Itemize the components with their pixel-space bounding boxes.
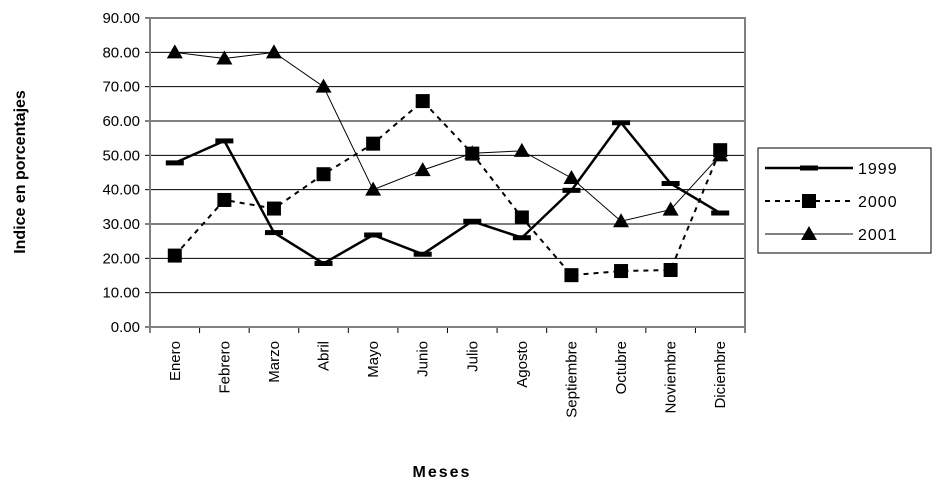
- data-point-2001: [712, 147, 729, 162]
- x-tick-label: Diciembre: [712, 341, 729, 409]
- x-tick-label: Noviembre: [663, 341, 680, 414]
- x-tick-label: Febrero: [216, 341, 233, 394]
- data-point-1999: [314, 260, 333, 266]
- data-point-1999: [215, 138, 234, 144]
- y-tick-label: 40.00: [102, 182, 140, 199]
- data-point-2000: [167, 248, 182, 263]
- series-1999: [165, 120, 730, 266]
- x-tick-label: Enero: [167, 341, 184, 381]
- data-point-1999: [264, 230, 283, 236]
- data-point-2000: [614, 264, 629, 279]
- data-point-2000: [266, 201, 281, 216]
- series-2001: [166, 44, 729, 228]
- x-tick-label: Octubre: [613, 341, 630, 394]
- legend-marker-1999: [800, 165, 818, 171]
- x-tick-label: Julio: [464, 341, 481, 372]
- data-point-2001: [315, 78, 332, 93]
- x-tick-label: Septiembre: [563, 341, 580, 418]
- data-point-1999: [413, 251, 432, 257]
- data-point-2001: [216, 50, 233, 65]
- data-point-2001: [265, 44, 282, 59]
- data-point-1999: [463, 218, 482, 224]
- data-point-2000: [663, 263, 678, 278]
- legend-marker-2000: [802, 194, 816, 208]
- legend-label-1999: 1999: [858, 161, 898, 178]
- x-tick-label: Agosto: [514, 341, 531, 388]
- data-point-1999: [364, 232, 383, 238]
- series-line-2000: [174, 99, 722, 277]
- data-point-2000: [415, 94, 430, 109]
- x-tick-label: Marzo: [266, 341, 283, 383]
- data-point-2000: [366, 136, 381, 151]
- x-tick-label: Junio: [415, 341, 432, 377]
- data-point-2001: [365, 181, 382, 196]
- y-axis-title: Indice en porcentajes: [12, 90, 29, 254]
- y-tick-label: 10.00: [102, 285, 140, 302]
- data-point-2001: [563, 169, 580, 184]
- gridlines: [150, 51, 745, 294]
- series-group: [165, 44, 730, 283]
- legend-marker-2001: [801, 226, 817, 240]
- x-axis-title: Meses: [413, 464, 472, 481]
- data-point-2001: [414, 162, 431, 177]
- x-tick-label: Abril: [316, 341, 333, 371]
- y-tick-label: 50.00: [102, 147, 140, 164]
- data-point-2000: [564, 268, 579, 283]
- y-tick-label: 60.00: [102, 113, 140, 130]
- y-tick-label: 90.00: [102, 10, 140, 27]
- x-tick-label: Mayo: [365, 341, 382, 378]
- data-point-2001: [662, 201, 679, 216]
- y-tick-label: 0.00: [111, 319, 140, 336]
- series-2000: [167, 94, 728, 283]
- data-point-1999: [512, 235, 531, 241]
- series-line-1999: [174, 120, 721, 265]
- series-line-2001: [174, 51, 721, 222]
- data-point-2000: [217, 192, 232, 207]
- legend-box: [757, 147, 932, 254]
- legend-label-2001: 2001: [858, 227, 898, 244]
- y-axis-ticks: 0.00 10.00 20.00 30.00 40.00 50.00 60.00 70.00 8…: [102, 10, 150, 336]
- legend-label-2000: 2000: [858, 194, 898, 211]
- data-point-2001: [464, 145, 481, 160]
- data-point-2001: [613, 213, 630, 228]
- data-point-1999: [612, 120, 631, 126]
- data-point-2001: [513, 142, 530, 157]
- plot-border: [149, 17, 746, 328]
- y-tick-label: 20.00: [102, 250, 140, 267]
- data-point-1999: [711, 210, 730, 216]
- x-axis-ticks: Enero Febrero Marzo Abril Mayo Junio Julio Agos…: [149, 327, 746, 418]
- legend: 1999 2000 2001: [757, 147, 932, 254]
- data-point-1999: [661, 180, 680, 186]
- data-point-2001: [166, 44, 183, 59]
- data-point-2000: [316, 167, 331, 182]
- y-tick-label: 80.00: [102, 44, 140, 61]
- y-tick-label: 30.00: [102, 216, 140, 233]
- data-point-1999: [165, 160, 184, 166]
- data-point-2000: [514, 210, 529, 225]
- data-point-1999: [562, 187, 581, 193]
- y-tick-label: 70.00: [102, 79, 140, 96]
